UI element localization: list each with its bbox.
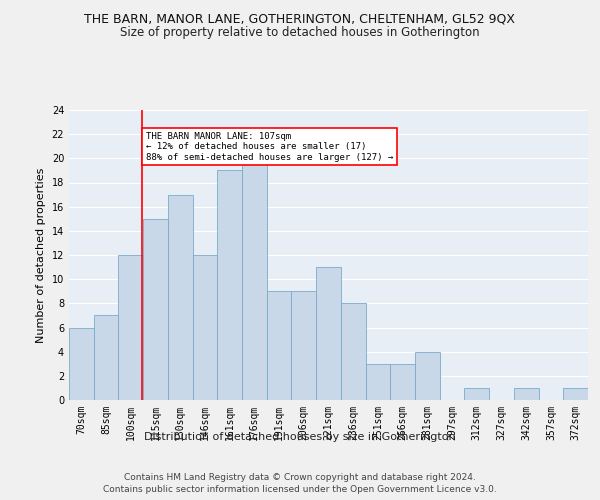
Text: Contains HM Land Registry data © Crown copyright and database right 2024.: Contains HM Land Registry data © Crown c…: [124, 472, 476, 482]
Bar: [217, 170, 242, 400]
Bar: [316, 267, 341, 400]
Bar: [193, 255, 217, 400]
Bar: [390, 364, 415, 400]
Text: THE BARN, MANOR LANE, GOTHERINGTON, CHELTENHAM, GL52 9QX: THE BARN, MANOR LANE, GOTHERINGTON, CHEL…: [85, 12, 515, 26]
Bar: [514, 388, 539, 400]
Bar: [563, 388, 588, 400]
Bar: [415, 352, 440, 400]
Y-axis label: Number of detached properties: Number of detached properties: [36, 168, 46, 342]
Text: Distribution of detached houses by size in Gotherington: Distribution of detached houses by size …: [144, 432, 456, 442]
Bar: [464, 388, 489, 400]
Bar: [69, 328, 94, 400]
Bar: [143, 219, 168, 400]
Bar: [341, 304, 365, 400]
Bar: [118, 255, 143, 400]
Bar: [242, 158, 267, 400]
Bar: [267, 291, 292, 400]
Bar: [94, 316, 118, 400]
Bar: [168, 194, 193, 400]
Text: THE BARN MANOR LANE: 107sqm
← 12% of detached houses are smaller (17)
88% of sem: THE BARN MANOR LANE: 107sqm ← 12% of det…: [146, 132, 393, 162]
Text: Contains public sector information licensed under the Open Government Licence v3: Contains public sector information licen…: [103, 485, 497, 494]
Bar: [365, 364, 390, 400]
Text: Size of property relative to detached houses in Gotherington: Size of property relative to detached ho…: [120, 26, 480, 39]
Bar: [292, 291, 316, 400]
